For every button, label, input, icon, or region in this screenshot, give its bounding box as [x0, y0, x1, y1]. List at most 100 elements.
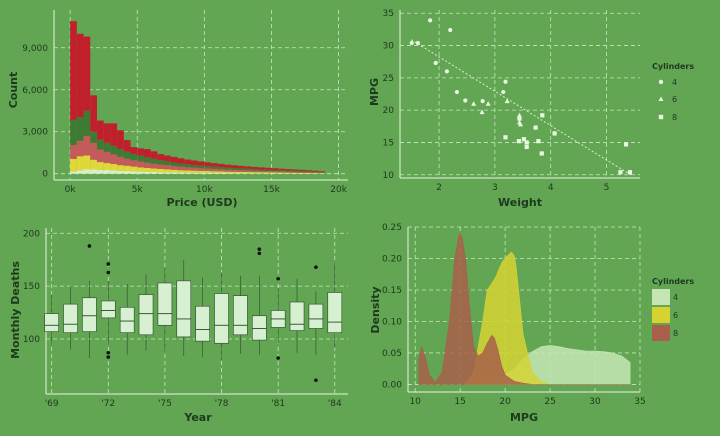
hist-bar: [224, 170, 231, 172]
hist-bar: [251, 172, 258, 173]
hist-bar: [184, 160, 191, 165]
hist-bar: [218, 171, 225, 173]
density-xlabel: MPG: [510, 411, 538, 424]
hist-bar: [157, 164, 164, 168]
scatter-point-8cyl: [536, 139, 540, 143]
box-iqr: [158, 283, 172, 325]
hist-bar: [251, 171, 258, 173]
hist-bar: [117, 171, 124, 174]
density-legend-label-4: 4: [673, 293, 678, 302]
scatter-ytick-label: 20: [383, 106, 395, 116]
hist-bar: [278, 170, 285, 171]
hist-bar: [298, 170, 305, 171]
density-ytick-label: 0.00: [382, 380, 402, 390]
density-xtick-label: 25: [544, 397, 555, 407]
hist-bar: [131, 167, 138, 172]
hist-bar: [191, 168, 198, 171]
density-ytick-label: 0.15: [382, 286, 402, 296]
hist-bar: [84, 156, 91, 170]
scatter-point-4cyl: [448, 28, 452, 32]
hist-bar: [318, 172, 325, 173]
box-outlier: [257, 247, 261, 251]
hist-bar: [258, 171, 265, 172]
hist-bar: [178, 170, 185, 172]
hist-bar: [298, 172, 305, 173]
hist-bar: [278, 173, 285, 174]
density-ylabel: Density: [369, 286, 382, 333]
hist-bar: [110, 123, 117, 146]
scatter-legend-swatch-6: [659, 97, 664, 102]
hist-bar: [278, 169, 285, 171]
density-xtick-label: 10: [409, 397, 421, 407]
box-outlier: [106, 262, 110, 266]
density-ytick-label: 0.20: [382, 254, 402, 264]
scatter-point-8cyl: [525, 145, 529, 149]
density-ytick-label: 0.05: [382, 349, 402, 359]
box-outlier: [257, 252, 261, 256]
hist-bar: [245, 170, 252, 172]
hist-bar: [231, 165, 238, 168]
hist-bar: [178, 158, 185, 163]
hist-bar: [70, 172, 77, 174]
hist-bar: [171, 157, 178, 163]
box-iqr: [328, 292, 342, 332]
hist-bar: [238, 173, 245, 174]
box-iqr: [196, 306, 210, 341]
hist-bar: [144, 168, 151, 172]
scatter-xtick-label: 4: [548, 183, 554, 193]
box-iqr: [82, 298, 96, 332]
density-legend-swatch-4: [652, 289, 670, 305]
density-ytick-label: 0.25: [382, 223, 402, 233]
scatter-point-4cyl: [463, 98, 467, 102]
hist-bar: [292, 171, 299, 172]
hist-bar: [151, 164, 158, 169]
hist-ytick-label: 3,000: [22, 128, 48, 138]
scatter-point-8cyl: [503, 135, 507, 139]
scatter-point-4cyl: [416, 41, 420, 45]
hist-xtick-label: 20k: [330, 185, 347, 195]
density-legend-title: Cylinders: [652, 277, 694, 286]
hist-bar: [104, 170, 111, 174]
hist-bar: [171, 163, 178, 166]
hist-bar: [117, 165, 124, 171]
hist-bar: [238, 172, 245, 173]
scatter-xtick-label: 5: [604, 183, 610, 193]
hist-bar: [137, 172, 144, 174]
scatter-xtick-label: 3: [492, 183, 498, 193]
hist-bar: [90, 95, 97, 131]
hist-bar: [84, 170, 91, 174]
hist-bar: [144, 163, 151, 168]
box-iqr: [120, 307, 134, 332]
scatter-point-4cyl: [501, 90, 505, 94]
hist-bar: [211, 163, 218, 166]
hist-bar: [238, 170, 245, 172]
hist-bar: [151, 151, 158, 159]
hist-bar: [265, 168, 272, 170]
box-iqr: [233, 296, 247, 335]
hist-bar: [124, 171, 131, 174]
hist-bar: [224, 172, 231, 173]
hist-bar: [258, 170, 265, 171]
hist-bar: [224, 165, 231, 168]
hist-bar: [231, 172, 238, 173]
hist-bar: [90, 160, 97, 170]
box-outlier: [314, 265, 318, 269]
hist-bar: [198, 166, 205, 169]
scatter-trendline: [411, 40, 631, 176]
hist-bar: [285, 173, 292, 174]
scatter-point-8cyl: [624, 142, 628, 146]
hist-bar: [211, 167, 218, 169]
hist-bar: [245, 172, 252, 173]
density-xtick-label: 30: [589, 397, 601, 407]
hist-bar: [97, 162, 104, 170]
density-ytick-label: 0.10: [382, 317, 402, 327]
hist-bar: [231, 173, 238, 174]
hist-bar: [70, 159, 77, 172]
hist-bar: [245, 169, 252, 171]
hist-bar: [198, 168, 205, 171]
hist-bar: [191, 165, 198, 168]
hist-bar: [171, 172, 178, 173]
